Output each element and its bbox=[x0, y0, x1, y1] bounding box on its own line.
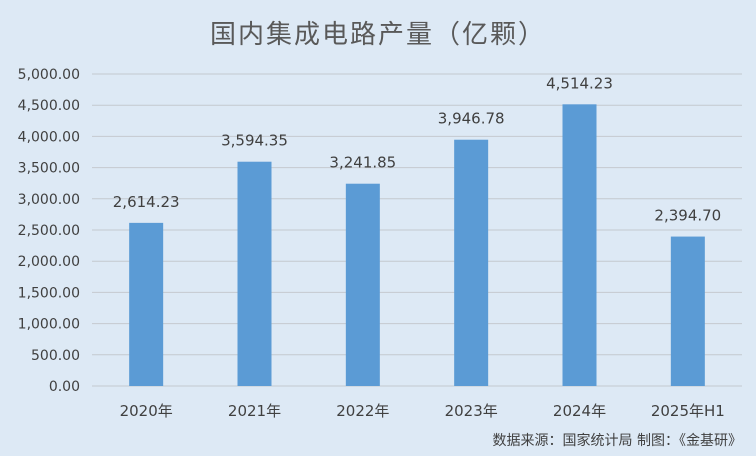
chart-title: 国内集成电路产量（亿颗） bbox=[209, 20, 546, 50]
y-tick-label: 4,500.00 bbox=[18, 98, 80, 114]
y-tick-label: 500.00 bbox=[31, 348, 80, 364]
bar bbox=[562, 104, 597, 387]
x-tick-label: 2023年 bbox=[445, 402, 498, 420]
x-tick-label: 2024年 bbox=[553, 402, 606, 420]
data-label: 2,614.23 bbox=[113, 193, 180, 211]
y-tick-label: 3,000.00 bbox=[18, 192, 80, 208]
bar bbox=[670, 236, 705, 386]
y-tick-label: 1,000.00 bbox=[18, 317, 80, 333]
source-footer: 数据来源：国家统计局 制图：《金基研》 bbox=[492, 433, 742, 449]
y-tick-label: 1,500.00 bbox=[18, 285, 80, 301]
x-tick-label: 2020年 bbox=[120, 402, 173, 420]
data-label: 3,946.78 bbox=[438, 110, 505, 128]
data-label: 3,594.35 bbox=[221, 132, 288, 150]
bar bbox=[454, 139, 489, 386]
y-tick-label: 2,500.00 bbox=[18, 223, 80, 239]
data-label: 3,241.85 bbox=[329, 154, 396, 172]
bar bbox=[129, 222, 164, 386]
data-label: 4,514.23 bbox=[546, 74, 613, 92]
x-tick-label: 2022年 bbox=[336, 402, 389, 420]
x-tick-label: 2025年H1 bbox=[651, 402, 725, 420]
y-tick-label: 5,000.00 bbox=[18, 67, 80, 83]
y-tick-label: 4,000.00 bbox=[18, 129, 80, 145]
bar bbox=[345, 183, 380, 386]
y-tick-label: 2,000.00 bbox=[18, 254, 80, 270]
y-tick-label: 3,500.00 bbox=[18, 161, 80, 177]
bar bbox=[237, 161, 272, 386]
y-tick-label: 0.00 bbox=[49, 379, 80, 395]
data-label: 2,394.70 bbox=[654, 207, 721, 225]
x-tick-label: 2021年 bbox=[228, 402, 281, 420]
